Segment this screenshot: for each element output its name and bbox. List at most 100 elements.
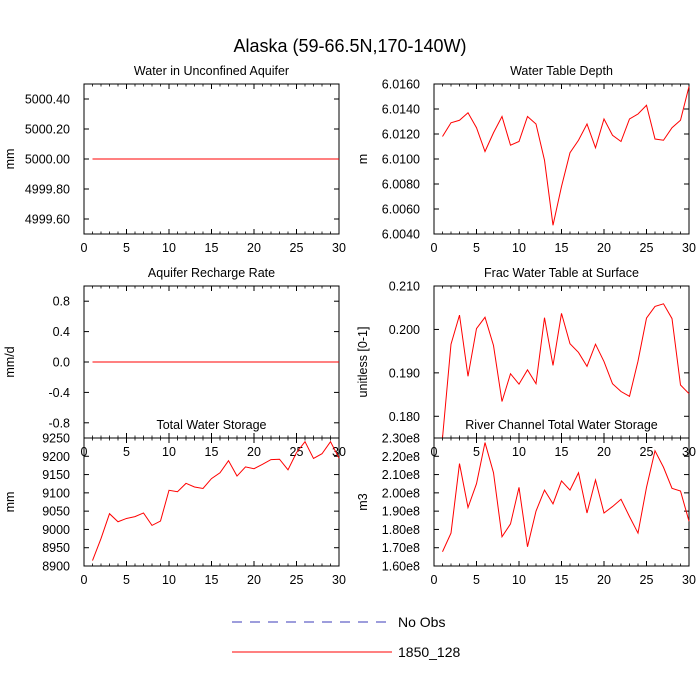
y-tick-label: 2.10e8 <box>382 468 420 482</box>
y-tick-label: 2.20e8 <box>382 450 420 464</box>
x-tick-label: 10 <box>162 445 176 459</box>
x-tick-label: 10 <box>162 241 176 255</box>
x-tick-label: 30 <box>682 241 696 255</box>
y-tick-label: 1.60e8 <box>382 560 420 574</box>
x-tick-label: 5 <box>473 445 480 459</box>
x-tick-label: 20 <box>597 241 611 255</box>
x-tick-label: 20 <box>247 573 261 587</box>
series-line-1850-128 <box>442 442 690 552</box>
x-tick-label: 30 <box>332 241 346 255</box>
x-tick-label: 10 <box>162 573 176 587</box>
y-tick-label: 0.4 <box>53 325 70 339</box>
subplot-title: Aquifer Recharge Rate <box>148 266 275 280</box>
legend-label-no-obs: No Obs <box>398 614 445 630</box>
panel-water-in-unconfined-aquifer: Water in Unconfined Aquifer 0 5 10 15 20 25 30 4… <box>3 64 346 255</box>
y-axis-label: mm <box>3 149 17 170</box>
y-tick-label: 8900 <box>42 560 70 574</box>
subplot-title: Frac Water Table at Surface <box>484 266 639 280</box>
x-tick-label: 10 <box>512 241 526 255</box>
y-tick-label: 2.30e8 <box>382 432 420 446</box>
y-tick-label: 9000 <box>42 523 70 537</box>
y-tick-label: 6.0120 <box>382 128 420 142</box>
x-tick-label: 25 <box>640 445 654 459</box>
x-tick-label: 25 <box>640 241 654 255</box>
x-tick-label: 20 <box>597 445 611 459</box>
y-axis-label: m <box>356 154 370 164</box>
y-tick-label: 1.70e8 <box>382 541 420 555</box>
x-tick-label: 15 <box>205 573 219 587</box>
x-tick-label: 15 <box>555 445 569 459</box>
y-tick-label: 5000.20 <box>25 123 70 137</box>
legend-label-1850-128: 1850_128 <box>398 644 461 660</box>
subplot-title: Water in Unconfined Aquifer <box>134 64 289 78</box>
x-tick-label: 15 <box>555 573 569 587</box>
x-tick-label: 25 <box>290 573 304 587</box>
x-tick-label: 15 <box>555 241 569 255</box>
y-tick-label: 5000.00 <box>25 153 70 167</box>
x-tick-label: 5 <box>123 241 130 255</box>
x-tick-label: 20 <box>597 573 611 587</box>
y-axis-label: mm/d <box>3 346 17 377</box>
x-tick-label: 25 <box>290 241 304 255</box>
x-tick-label: 30 <box>682 573 696 587</box>
x-tick-label: 20 <box>247 445 261 459</box>
x-tick-label: 0 <box>81 241 88 255</box>
plot-frame <box>433 83 690 235</box>
y-tick-label: 1.90e8 <box>382 505 420 519</box>
x-tick-label: 30 <box>332 573 346 587</box>
y-tick-label: 6.0080 <box>382 178 420 192</box>
y-tick-label: 0.8 <box>53 295 70 309</box>
y-tick-label: 0.200 <box>389 323 420 337</box>
y-tick-label: 9200 <box>42 450 70 464</box>
panel-total-water-storage: Total Water Storage 0 5 10 15 20 25 30 8900 8950 9… <box>3 418 346 587</box>
x-tick-label: 0 <box>81 573 88 587</box>
y-tick-label: 4999.60 <box>25 213 70 227</box>
y-tick-label: 6.0060 <box>382 203 420 217</box>
y-tick-label: 1.80e8 <box>382 523 420 537</box>
subplot-title: River Channel Total Water Storage <box>465 418 658 432</box>
y-tick-label: -0.4 <box>48 386 70 400</box>
x-tick-label: 0 <box>431 573 438 587</box>
x-tick-label: 20 <box>247 241 261 255</box>
y-tick-label: 6.0100 <box>382 153 420 167</box>
x-tick-label: 15 <box>205 241 219 255</box>
x-tick-label: 10 <box>512 573 526 587</box>
panels-group: Water in Unconfined Aquifer 0 5 10 15 20 25 30 4… <box>3 64 696 587</box>
series-line-1850-128 <box>92 440 340 561</box>
legend: No Obs 1850_128 <box>232 614 461 660</box>
y-tick-label: 0.0 <box>53 356 70 370</box>
y-tick-label: 9100 <box>42 486 70 500</box>
y-tick-label: -0.8 <box>48 416 70 430</box>
series-line-1850-128 <box>442 86 690 226</box>
panel-water-table-depth: Water Table Depth 0 5 10 15 20 25 30 6.0040 6.006… <box>356 64 696 255</box>
plot-frame <box>433 285 690 439</box>
x-tick-label: 5 <box>123 445 130 459</box>
y-tick-label: 2.00e8 <box>382 486 420 500</box>
x-tick-label: 5 <box>473 573 480 587</box>
y-tick-label: 9050 <box>42 505 70 519</box>
x-tick-label: 5 <box>473 241 480 255</box>
y-axis-label: mm <box>3 492 17 513</box>
figure-title: Alaska (59-66.5N,170-140W) <box>233 36 466 56</box>
y-tick-label: 8950 <box>42 541 70 555</box>
y-tick-label: 9250 <box>42 432 70 446</box>
y-axis-label: unitless [0-1] <box>356 327 370 398</box>
y-tick-label: 6.0140 <box>382 103 420 117</box>
y-tick-label: 0.180 <box>389 410 420 424</box>
x-tick-label: 5 <box>123 573 130 587</box>
y-tick-label: 4999.80 <box>25 183 70 197</box>
series-line-1850-128 <box>442 303 690 439</box>
y-axis-label: m3 <box>356 493 370 510</box>
y-tick-label: 0.190 <box>389 366 420 380</box>
x-tick-label: 25 <box>640 573 654 587</box>
y-tick-label: 9150 <box>42 468 70 482</box>
subplot-title: Total Water Storage <box>156 418 266 432</box>
y-tick-label: 5000.40 <box>25 93 70 107</box>
x-tick-label: 15 <box>205 445 219 459</box>
y-tick-label: 0.210 <box>389 280 420 294</box>
y-tick-label: 6.0040 <box>382 228 420 242</box>
x-tick-label: 10 <box>512 445 526 459</box>
